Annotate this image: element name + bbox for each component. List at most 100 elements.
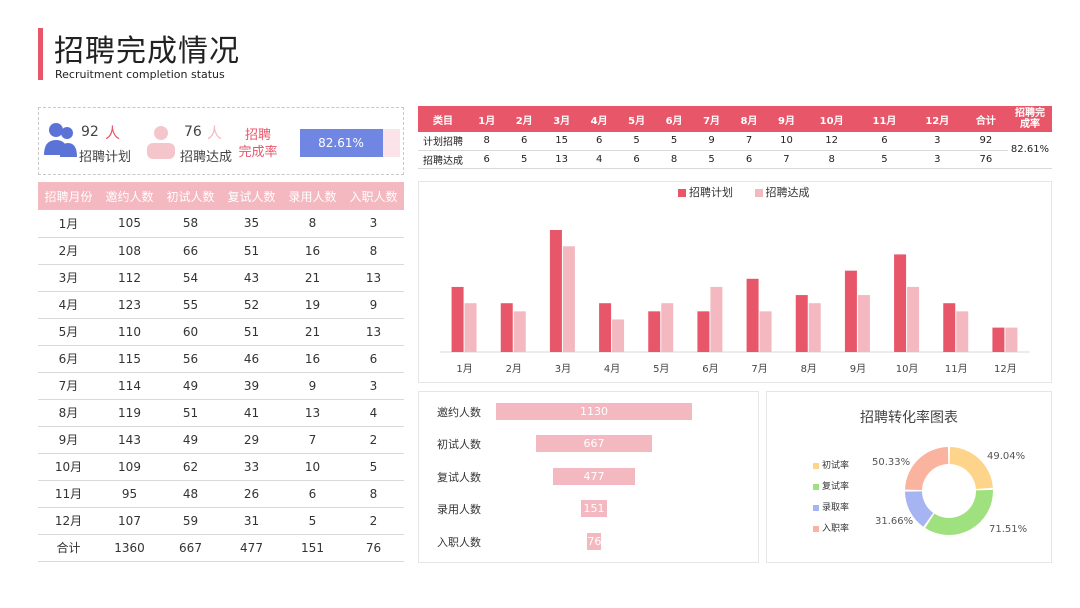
legend-label: 招聘达成 [765,186,810,199]
plan-bar [992,327,1005,352]
value-cell: 19 [282,291,343,319]
month-cell: 10月 [38,453,99,481]
donut-value-label: 71.51% [989,524,1028,535]
completion-rate-fill [300,129,383,157]
x-tick-label: 9月 [850,363,866,375]
col-header: 7月 [692,106,731,132]
completion-rate-bar: 82.61% [300,129,400,157]
x-tick-label: 4月 [604,363,620,375]
value-cell: 3 [910,132,964,151]
table-row: 11月 95 48 26 6 8 [38,480,404,508]
value-cell: 21 [282,318,343,346]
col-header: 1月 [468,106,506,132]
col-header: 类目 [418,106,468,132]
value-cell: 107 [99,507,160,535]
donut-value-label: 49.04% [987,451,1026,462]
col-header: 10月 [805,106,859,132]
legend-label: 复试率 [822,482,850,492]
achieved-bar [612,319,625,352]
achieved-bar [759,311,772,352]
achieved-bar [710,286,723,352]
value-cell: 143 [99,426,160,454]
col-header: 入职人数 [343,182,404,210]
table-row: 4月 123 55 52 19 9 [38,291,404,319]
rate-label-line2: 完成率 [238,145,278,160]
value-cell: 13 [542,150,581,169]
group-users-icon [44,123,77,157]
funnel-stage-label: 邀约人数 [437,406,481,419]
bar-chart-legend: 招聘计划 招聘达成 [678,184,828,200]
value-cell: 41 [221,399,282,427]
value-cell: 5 [343,453,404,481]
donut-value-label: 50.33% [872,457,911,468]
table-row: 9月 143 49 29 7 2 [38,426,404,454]
value-cell: 92 [963,132,1008,151]
value-cell: 114 [99,372,160,400]
page-title: 招聘完成情况 [54,34,240,69]
rate-header-line2: 成率 [1020,119,1040,130]
donut-value-label: 31.66% [875,516,914,527]
plan-bar [451,286,464,352]
value-cell: 43 [221,264,282,292]
achieved-bar [956,311,969,352]
value-cell: 3 [910,150,964,169]
funnel-bar: 667 [536,435,652,452]
monthly-pipeline-table: 招聘月份 邀约人数 初试人数 复试人数 录用人数 入职人数 1月 105 58 35 8… [38,182,404,562]
value-cell: 8 [343,480,404,508]
plan-bar [549,230,562,352]
value-cell: 6 [617,150,656,169]
col-header: 复试人数 [221,182,282,210]
value-cell: 1360 [99,534,160,562]
funnel-stage-label: 入职人数 [437,536,481,549]
table-row: 3月 112 54 43 21 13 [38,264,404,292]
achieved-count: 76 [184,124,202,140]
value-cell: 2 [343,426,404,454]
legend-swatch [813,462,819,469]
table-row: 12月 107 59 31 5 2 [38,507,404,535]
legend-label: 录取率 [822,503,850,513]
value-cell: 12 [805,132,859,151]
value-cell: 119 [99,399,160,427]
table-row: 招聘达成 6 5 13 4 6 8 5 6 7 8 5 3 76 [418,150,1052,169]
table-header-row: 类目 1月 2月 3月 4月 5月 6月 7月 8月 9月 10月 11月 12月 合计 招聘完 成率 [418,106,1052,132]
x-tick-label: 5月 [653,363,669,375]
col-header: 合计 [963,106,1008,132]
value-cell: 33 [221,453,282,481]
value-cell: 51 [221,318,282,346]
value-cell: 48 [160,480,221,508]
value-cell: 9 [282,372,343,400]
col-header: 8月 [730,106,768,132]
achieved-label: 招聘达成 [180,150,233,165]
conversion-donut-chart [905,447,993,535]
value-cell: 5 [505,150,543,169]
funnel-bar: 477 [552,468,636,485]
funnel-stage-label: 录用人数 [437,503,481,516]
plan-vs-achieved-table: 类目 1月 2月 3月 4月 5月 6月 7月 8月 9月 10月 11月 12月 合计 招聘完 成率 计划招… [418,106,1052,169]
value-cell: 13 [343,318,404,346]
value-cell: 4 [343,399,404,427]
col-header: 3月 [542,106,581,132]
value-cell: 66 [160,237,221,265]
value-cell: 151 [282,534,343,562]
value-cell: 6 [730,150,768,169]
value-cell: 112 [99,264,160,292]
category-cell: 计划招聘 [418,132,468,151]
funnel-bar: 76 [587,533,602,550]
value-cell: 667 [160,534,221,562]
donut-slice [949,447,993,489]
donut-chart-title: 招聘转化率图表 [860,410,958,426]
value-cell: 7 [767,150,806,169]
value-cell: 115 [99,345,160,373]
x-tick-label: 12月 [994,363,1017,375]
col-header: 9月 [767,106,806,132]
value-cell: 60 [160,318,221,346]
value-cell: 35 [221,210,282,238]
completion-rate-cell: 82.61% [1008,132,1052,169]
month-cell: 合计 [38,534,99,562]
achieved-bar [513,311,526,352]
donut-legend-item: 初试率 [813,458,849,471]
title-accent-bar [38,28,43,80]
value-cell: 46 [221,345,282,373]
value-cell: 7 [282,426,343,454]
x-tick-label: 2月 [506,363,522,375]
